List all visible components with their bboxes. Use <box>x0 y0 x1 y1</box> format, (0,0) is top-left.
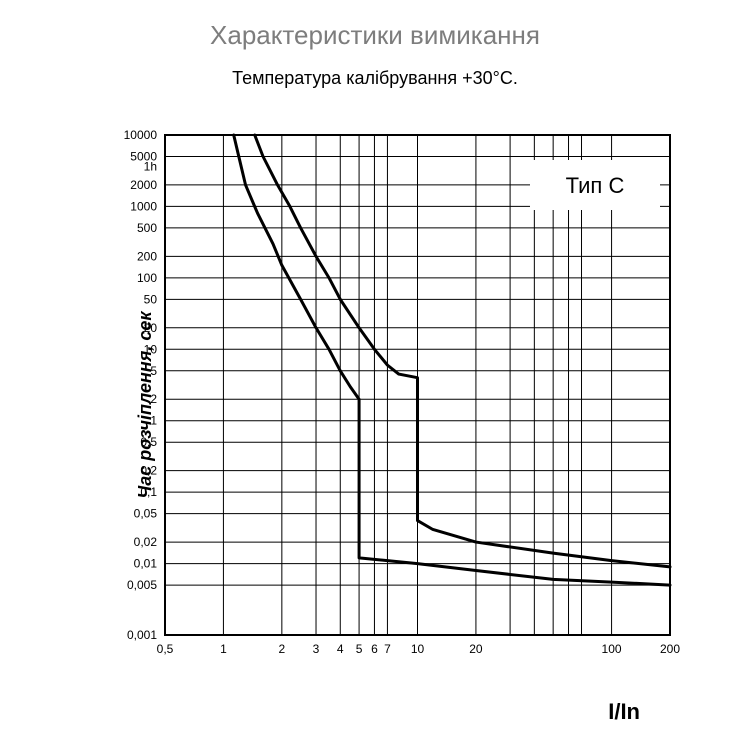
svg-text:Тип C: Тип C <box>566 173 625 198</box>
svg-text:2000: 2000 <box>130 178 157 192</box>
svg-text:500: 500 <box>137 221 157 235</box>
svg-text:0,5: 0,5 <box>157 642 174 656</box>
svg-text:4: 4 <box>337 642 344 656</box>
svg-text:100: 100 <box>137 271 157 285</box>
svg-text:0,001: 0,001 <box>127 628 157 642</box>
x-axis-label: I/In <box>608 699 640 725</box>
svg-text:0,01: 0,01 <box>134 557 158 571</box>
svg-text:1: 1 <box>220 642 227 656</box>
svg-text:5: 5 <box>356 642 363 656</box>
svg-text:200: 200 <box>137 249 157 263</box>
svg-text:1000: 1000 <box>130 199 157 213</box>
svg-text:3: 3 <box>313 642 320 656</box>
svg-text:0,05: 0,05 <box>134 507 158 521</box>
svg-text:6: 6 <box>371 642 378 656</box>
svg-text:7: 7 <box>384 642 391 656</box>
svg-text:100: 100 <box>602 642 622 656</box>
page-subtitle: Температура калібрування +30°C. <box>0 68 750 89</box>
svg-text:0,005: 0,005 <box>127 578 157 592</box>
trip-curve-chart: Час розчіплення, сек 0,001 0,005 0,01 0,02 0… <box>50 125 700 685</box>
svg-text:2: 2 <box>279 642 286 656</box>
svg-text:1h: 1h <box>144 160 157 174</box>
page-title: Характеристики вимикання <box>0 20 750 51</box>
svg-text:10: 10 <box>411 642 425 656</box>
svg-text:0,02: 0,02 <box>134 535 158 549</box>
svg-text:200: 200 <box>660 642 680 656</box>
svg-text:20: 20 <box>469 642 483 656</box>
svg-text:50: 50 <box>144 292 158 306</box>
svg-text:10000: 10000 <box>124 128 158 142</box>
y-axis-label: Час розчіплення, сек <box>135 312 156 499</box>
